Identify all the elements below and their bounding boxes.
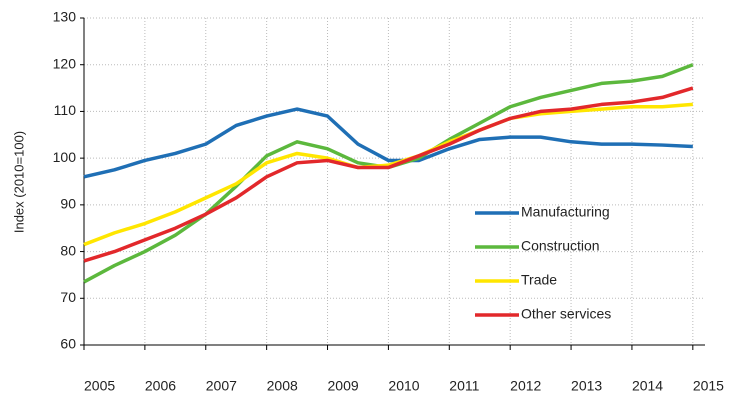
series-line	[83, 102, 693, 247]
legend-label: Trade	[521, 272, 557, 288]
legend-label: Other services	[521, 306, 611, 322]
x-tick-label: 2006	[145, 378, 176, 394]
y-tick-label: 70	[60, 289, 76, 305]
x-tick-label: 2014	[632, 378, 663, 394]
y-tick-label: 120	[53, 55, 77, 71]
legend-label: Manufacturing	[521, 204, 610, 220]
y-tick-label: 90	[60, 196, 76, 212]
y-tick-label: 130	[53, 9, 77, 25]
x-tick-label: 2011	[449, 378, 479, 394]
x-tick-label: 2009	[328, 378, 359, 394]
y-tick-label: 60	[60, 336, 76, 352]
x-tick-label: 2005	[84, 378, 115, 394]
x-tick-label: 2008	[267, 378, 298, 394]
x-tick-label: 2010	[388, 378, 419, 394]
series-line	[83, 107, 693, 179]
x-tick-label: 2007	[206, 378, 237, 394]
x-tick-label: 2013	[571, 378, 602, 394]
y-axis-label: Index (2010=100)	[11, 131, 26, 233]
x-tick-label: 2012	[510, 378, 541, 394]
y-tick-label: 80	[60, 242, 76, 258]
y-tick-label: 110	[54, 102, 77, 118]
series-line	[83, 86, 694, 263]
legend-label: Construction	[521, 238, 600, 254]
x-tick-label: 2015	[693, 378, 724, 394]
y-tick-label: 100	[53, 149, 77, 165]
